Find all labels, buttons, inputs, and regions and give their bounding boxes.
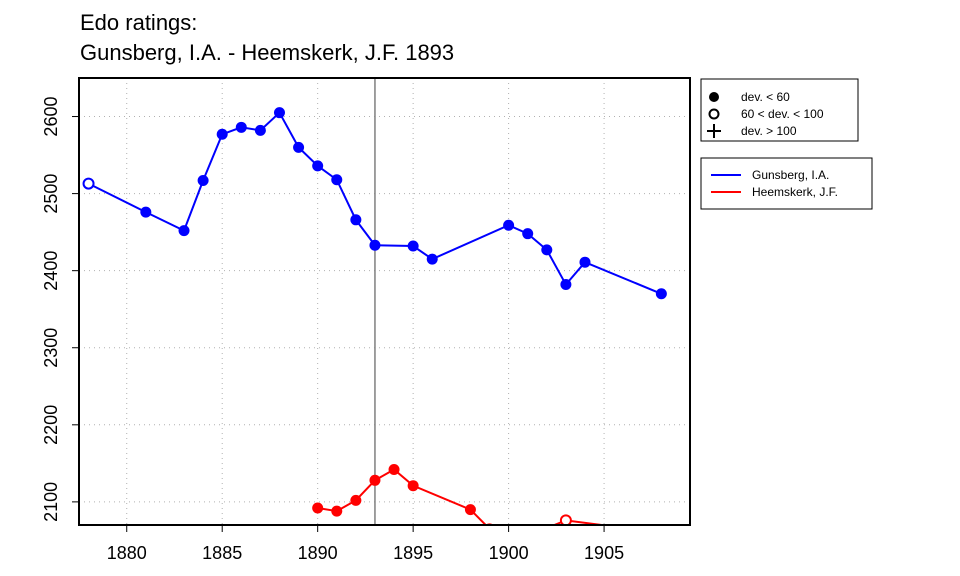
x-tick-label: 1890 — [298, 543, 338, 563]
chart-title-line2: Gunsberg, I.A. - Heemskerk, J.F. 1893 — [80, 40, 455, 65]
x-tick-label: 1880 — [107, 543, 147, 563]
filled-circle-icon — [709, 92, 719, 102]
x-tick-label: 1900 — [489, 543, 529, 563]
data-point — [388, 464, 400, 476]
data-point — [216, 128, 228, 140]
y-tick-label: 2200 — [41, 405, 61, 445]
x-axis: 1880 1885 1890 1895 1900 1905 — [107, 525, 624, 563]
legend-symbol-label: 60 < dev. < 100 — [741, 107, 824, 121]
data-point — [464, 504, 476, 516]
legend-symbol-label: dev. < 60 — [741, 90, 790, 104]
data-point — [503, 219, 515, 231]
data-point — [369, 239, 381, 251]
legend-symbol-label: dev. > 100 — [741, 124, 797, 138]
series-line — [317, 468, 610, 525]
data-point — [522, 228, 534, 240]
y-tick-label: 2600 — [41, 97, 61, 137]
data-point-open — [559, 514, 572, 525]
data-point — [560, 279, 572, 291]
x-tick-label: 1895 — [393, 543, 433, 563]
series-layer — [82, 78, 667, 525]
data-point-open — [82, 177, 95, 190]
plus-icon — [707, 124, 721, 138]
y-tick-label: 2100 — [41, 482, 61, 522]
legend-symbols-box — [700, 78, 859, 142]
data-point — [293, 141, 305, 153]
x-tick-label: 1885 — [202, 543, 242, 563]
data-point — [579, 256, 591, 268]
chart-title-line1: Edo ratings: — [80, 10, 198, 35]
data-point — [197, 175, 209, 187]
data-point — [331, 505, 343, 517]
data-point — [369, 474, 381, 486]
x-tick-label: 1905 — [584, 543, 624, 563]
data-point — [541, 244, 553, 256]
data-point — [655, 288, 667, 300]
open-circle-icon — [708, 108, 720, 120]
data-point — [178, 225, 190, 237]
data-point — [407, 480, 419, 492]
grid-lines — [79, 78, 690, 525]
legend-series: Gunsberg, I.A. Heemskerk, J.F. — [700, 157, 873, 210]
data-point — [331, 174, 343, 186]
legend-symbols: dev. < 60 60 < dev. < 100 dev. > 100 — [700, 78, 859, 142]
data-point — [235, 121, 247, 133]
data-point — [273, 107, 285, 119]
plot-border — [78, 77, 691, 526]
data-point — [254, 124, 266, 136]
data-point — [312, 160, 324, 172]
data-point — [140, 206, 152, 218]
data-point — [426, 253, 438, 265]
y-tick-label: 2300 — [41, 328, 61, 368]
y-tick-label: 2500 — [41, 174, 61, 214]
data-point — [350, 214, 362, 226]
data-point — [350, 494, 362, 506]
legend-series-label: Gunsberg, I.A. — [752, 168, 829, 182]
data-point — [312, 502, 324, 514]
legend-series-box — [700, 157, 873, 210]
data-point — [407, 240, 419, 252]
y-axis: 2100 2200 2300 2400 2500 2600 — [41, 97, 79, 522]
y-tick-label: 2400 — [41, 251, 61, 291]
legend-series-label: Heemskerk, J.F. — [752, 185, 838, 199]
